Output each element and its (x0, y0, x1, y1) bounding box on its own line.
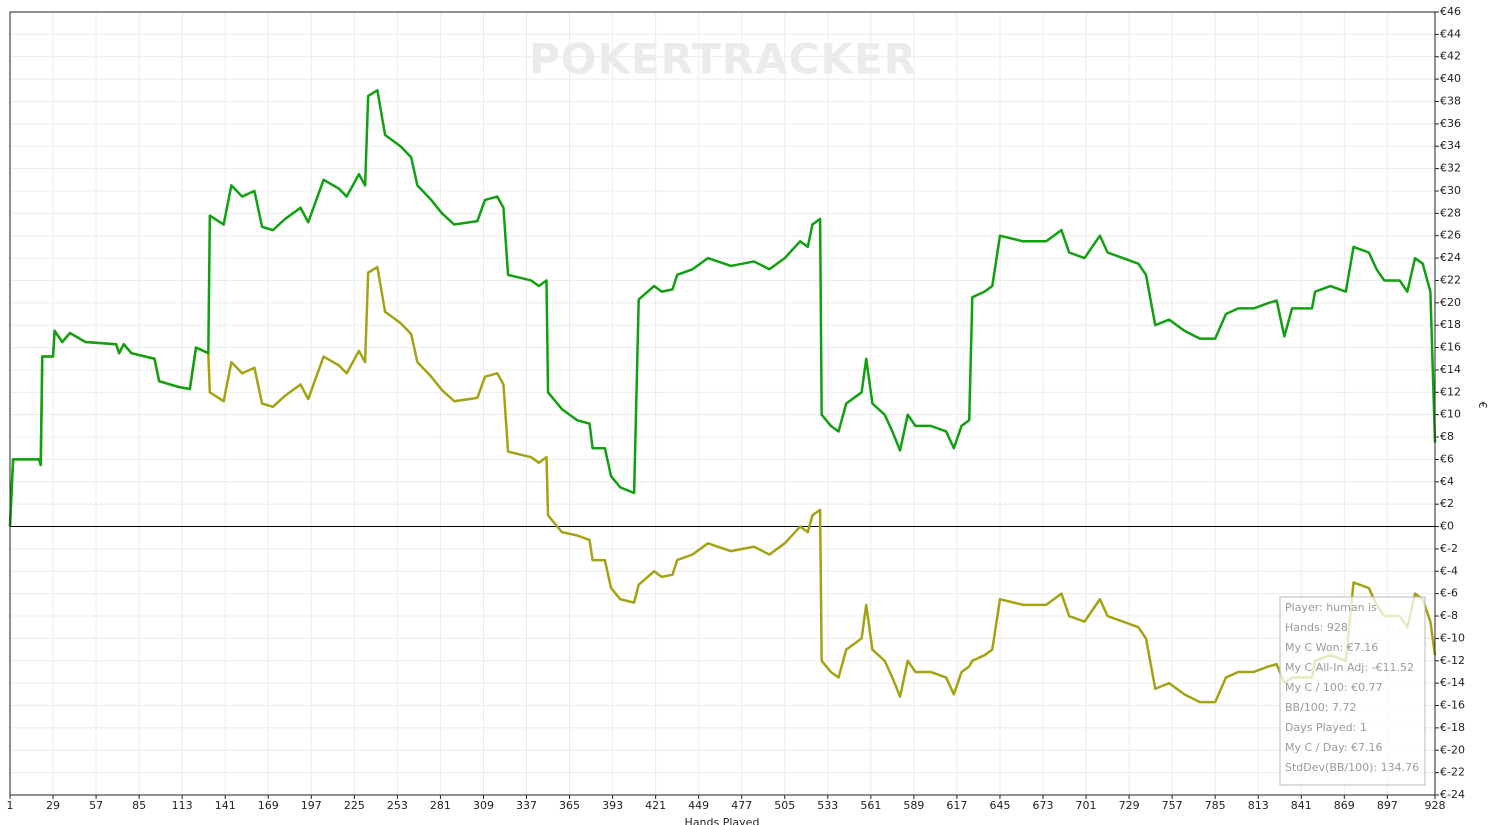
y-tick-label: €38 (1440, 94, 1461, 107)
x-tick-label: 841 (1291, 799, 1312, 812)
x-tick-label: 729 (1119, 799, 1140, 812)
y-tick-label: €46 (1440, 5, 1461, 18)
x-tick-label: 337 (516, 799, 537, 812)
x-tick-label: 1 (7, 799, 14, 812)
y-tick-label: €32 (1440, 162, 1461, 175)
y-tick-label: €-8 (1440, 609, 1458, 622)
x-tick-label: 897 (1377, 799, 1398, 812)
x-tick-label: 113 (172, 799, 193, 812)
x-tick-label: 85 (132, 799, 146, 812)
x-tick-label: 309 (473, 799, 494, 812)
tooltip-line: StdDev(BB/100): 134.76 (1285, 761, 1419, 774)
x-tick-label: 29 (46, 799, 60, 812)
y-tick-label: €34 (1440, 139, 1461, 152)
tooltip-line: My C All-In Adj: -€11.52 (1285, 661, 1414, 674)
x-tick-label: 785 (1205, 799, 1226, 812)
y-tick-label: €-24 (1440, 788, 1465, 801)
y-tick-label: €0 (1440, 520, 1454, 533)
x-tick-label: 365 (559, 799, 580, 812)
x-tick-label: 225 (344, 799, 365, 812)
y-tick-label: €2 (1440, 497, 1454, 510)
y-tick-label: €6 (1440, 452, 1454, 465)
lines (8, 89, 1437, 704)
y-tick-label: €-4 (1440, 564, 1458, 577)
x-tick-label: 421 (645, 799, 666, 812)
y-tick-label: €26 (1440, 229, 1461, 242)
series-line (8, 89, 1437, 527)
y-tick-label: €36 (1440, 117, 1461, 130)
tooltip-line: Player: human is (1285, 601, 1377, 614)
x-tick-label: 281 (430, 799, 451, 812)
plot-frame (9, 11, 1436, 796)
tooltip-line: Days Played: 1 (1285, 721, 1367, 734)
y-tick-label: €-16 (1440, 699, 1465, 712)
y-tick-label: €28 (1440, 206, 1461, 219)
x-tick-label: 757 (1162, 799, 1183, 812)
y-tick-label: €-10 (1440, 631, 1465, 644)
tooltip-line: Hands: 928 (1285, 621, 1348, 634)
x-tick-label: 561 (860, 799, 881, 812)
y-tick-label: €20 (1440, 296, 1461, 309)
tooltip-box (1279, 596, 1426, 786)
grid: €-24 €-22 €-20 €-18 €-16 €-14 €-12 €-10 €-8 €-6 €-… (7, 5, 1465, 812)
x-tick-label: 928 (1425, 799, 1446, 812)
y-axis-label: € (1476, 402, 1489, 409)
x-tick-label: 813 (1248, 799, 1269, 812)
x-axis-label: Hands Played (685, 816, 760, 825)
y-tick-label: €-14 (1440, 676, 1465, 689)
y-tick-label: €18 (1440, 318, 1461, 331)
y-tick-label: €4 (1440, 475, 1454, 488)
x-tick-label: 449 (688, 799, 709, 812)
tooltip-line: My C / 100: €0.77 (1285, 681, 1383, 694)
x-tick-label: 141 (215, 799, 236, 812)
x-tick-label: 645 (989, 799, 1010, 812)
y-tick-label: €-20 (1440, 743, 1465, 756)
x-tick-label: 869 (1334, 799, 1355, 812)
x-tick-label: 533 (817, 799, 838, 812)
y-tick-label: €42 (1440, 50, 1461, 63)
y-tick-label: €12 (1440, 385, 1461, 398)
x-tick-label: 477 (731, 799, 752, 812)
y-tick-label: €16 (1440, 341, 1461, 354)
x-tick-label: 673 (1033, 799, 1054, 812)
x-tick-label: 197 (301, 799, 322, 812)
y-tick-label: €-2 (1440, 542, 1458, 555)
series-line (8, 265, 1437, 704)
x-tick-label: 253 (387, 799, 408, 812)
y-tick-label: €40 (1440, 72, 1461, 85)
tooltip-line: My C / Day: €7.16 (1285, 741, 1383, 754)
y-tick-label: €-6 (1440, 587, 1458, 600)
watermark: POKERTRACKER (529, 35, 917, 84)
x-tick-label: 169 (258, 799, 279, 812)
y-tick-label: €10 (1440, 408, 1461, 421)
x-tick-label: 617 (946, 799, 967, 812)
tooltip: Player: human is Hands: 928 My C Won: €7.1… (1279, 596, 1426, 786)
x-tick-label: 57 (89, 799, 103, 812)
y-tick-label: €24 (1440, 251, 1461, 264)
x-tick-label: 505 (774, 799, 795, 812)
y-tick-label: €30 (1440, 184, 1461, 197)
tooltip-line: My C Won: €7.16 (1285, 641, 1378, 654)
y-tick-label: €-12 (1440, 654, 1465, 667)
y-tick-label: €-18 (1440, 721, 1465, 734)
x-tick-label: 701 (1076, 799, 1097, 812)
x-tick-label: 393 (602, 799, 623, 812)
x-tick-label: 589 (903, 799, 924, 812)
tooltip-line: BB/100: 7.72 (1285, 701, 1357, 714)
y-tick-label: €-22 (1440, 766, 1465, 779)
y-tick-label: €44 (1440, 27, 1461, 40)
y-tick-label: €22 (1440, 273, 1461, 286)
y-tick-label: €14 (1440, 363, 1461, 376)
y-tick-label: €8 (1440, 430, 1454, 443)
